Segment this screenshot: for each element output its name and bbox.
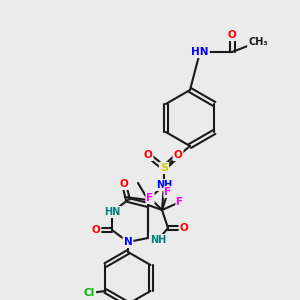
Text: F: F	[146, 193, 154, 203]
Text: O: O	[92, 225, 100, 235]
Text: F: F	[176, 197, 184, 207]
Text: HN: HN	[104, 207, 120, 217]
Text: O: O	[228, 30, 236, 40]
Text: S: S	[160, 163, 168, 173]
Text: O: O	[120, 179, 128, 189]
Text: F: F	[164, 187, 172, 197]
Text: N: N	[124, 237, 132, 247]
Text: HN: HN	[191, 47, 209, 57]
Text: O: O	[144, 150, 152, 160]
Text: O: O	[174, 150, 182, 160]
Text: CH₃: CH₃	[248, 37, 268, 47]
Text: NH: NH	[150, 235, 166, 245]
Text: O: O	[180, 223, 188, 233]
Text: NH: NH	[156, 180, 172, 190]
Text: Cl: Cl	[84, 288, 95, 298]
